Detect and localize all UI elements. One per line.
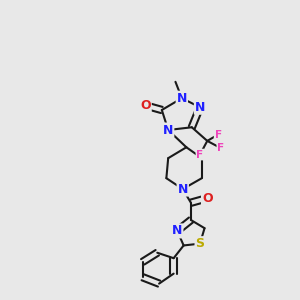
Text: N: N xyxy=(195,101,205,114)
Text: F: F xyxy=(214,130,222,140)
Text: F: F xyxy=(217,143,224,153)
Text: N: N xyxy=(163,124,173,136)
Text: F: F xyxy=(196,149,204,160)
Text: O: O xyxy=(140,99,151,112)
Text: N: N xyxy=(172,224,182,237)
Text: O: O xyxy=(202,192,213,205)
Text: N: N xyxy=(177,92,187,105)
Text: S: S xyxy=(196,237,205,250)
Text: N: N xyxy=(178,183,188,196)
